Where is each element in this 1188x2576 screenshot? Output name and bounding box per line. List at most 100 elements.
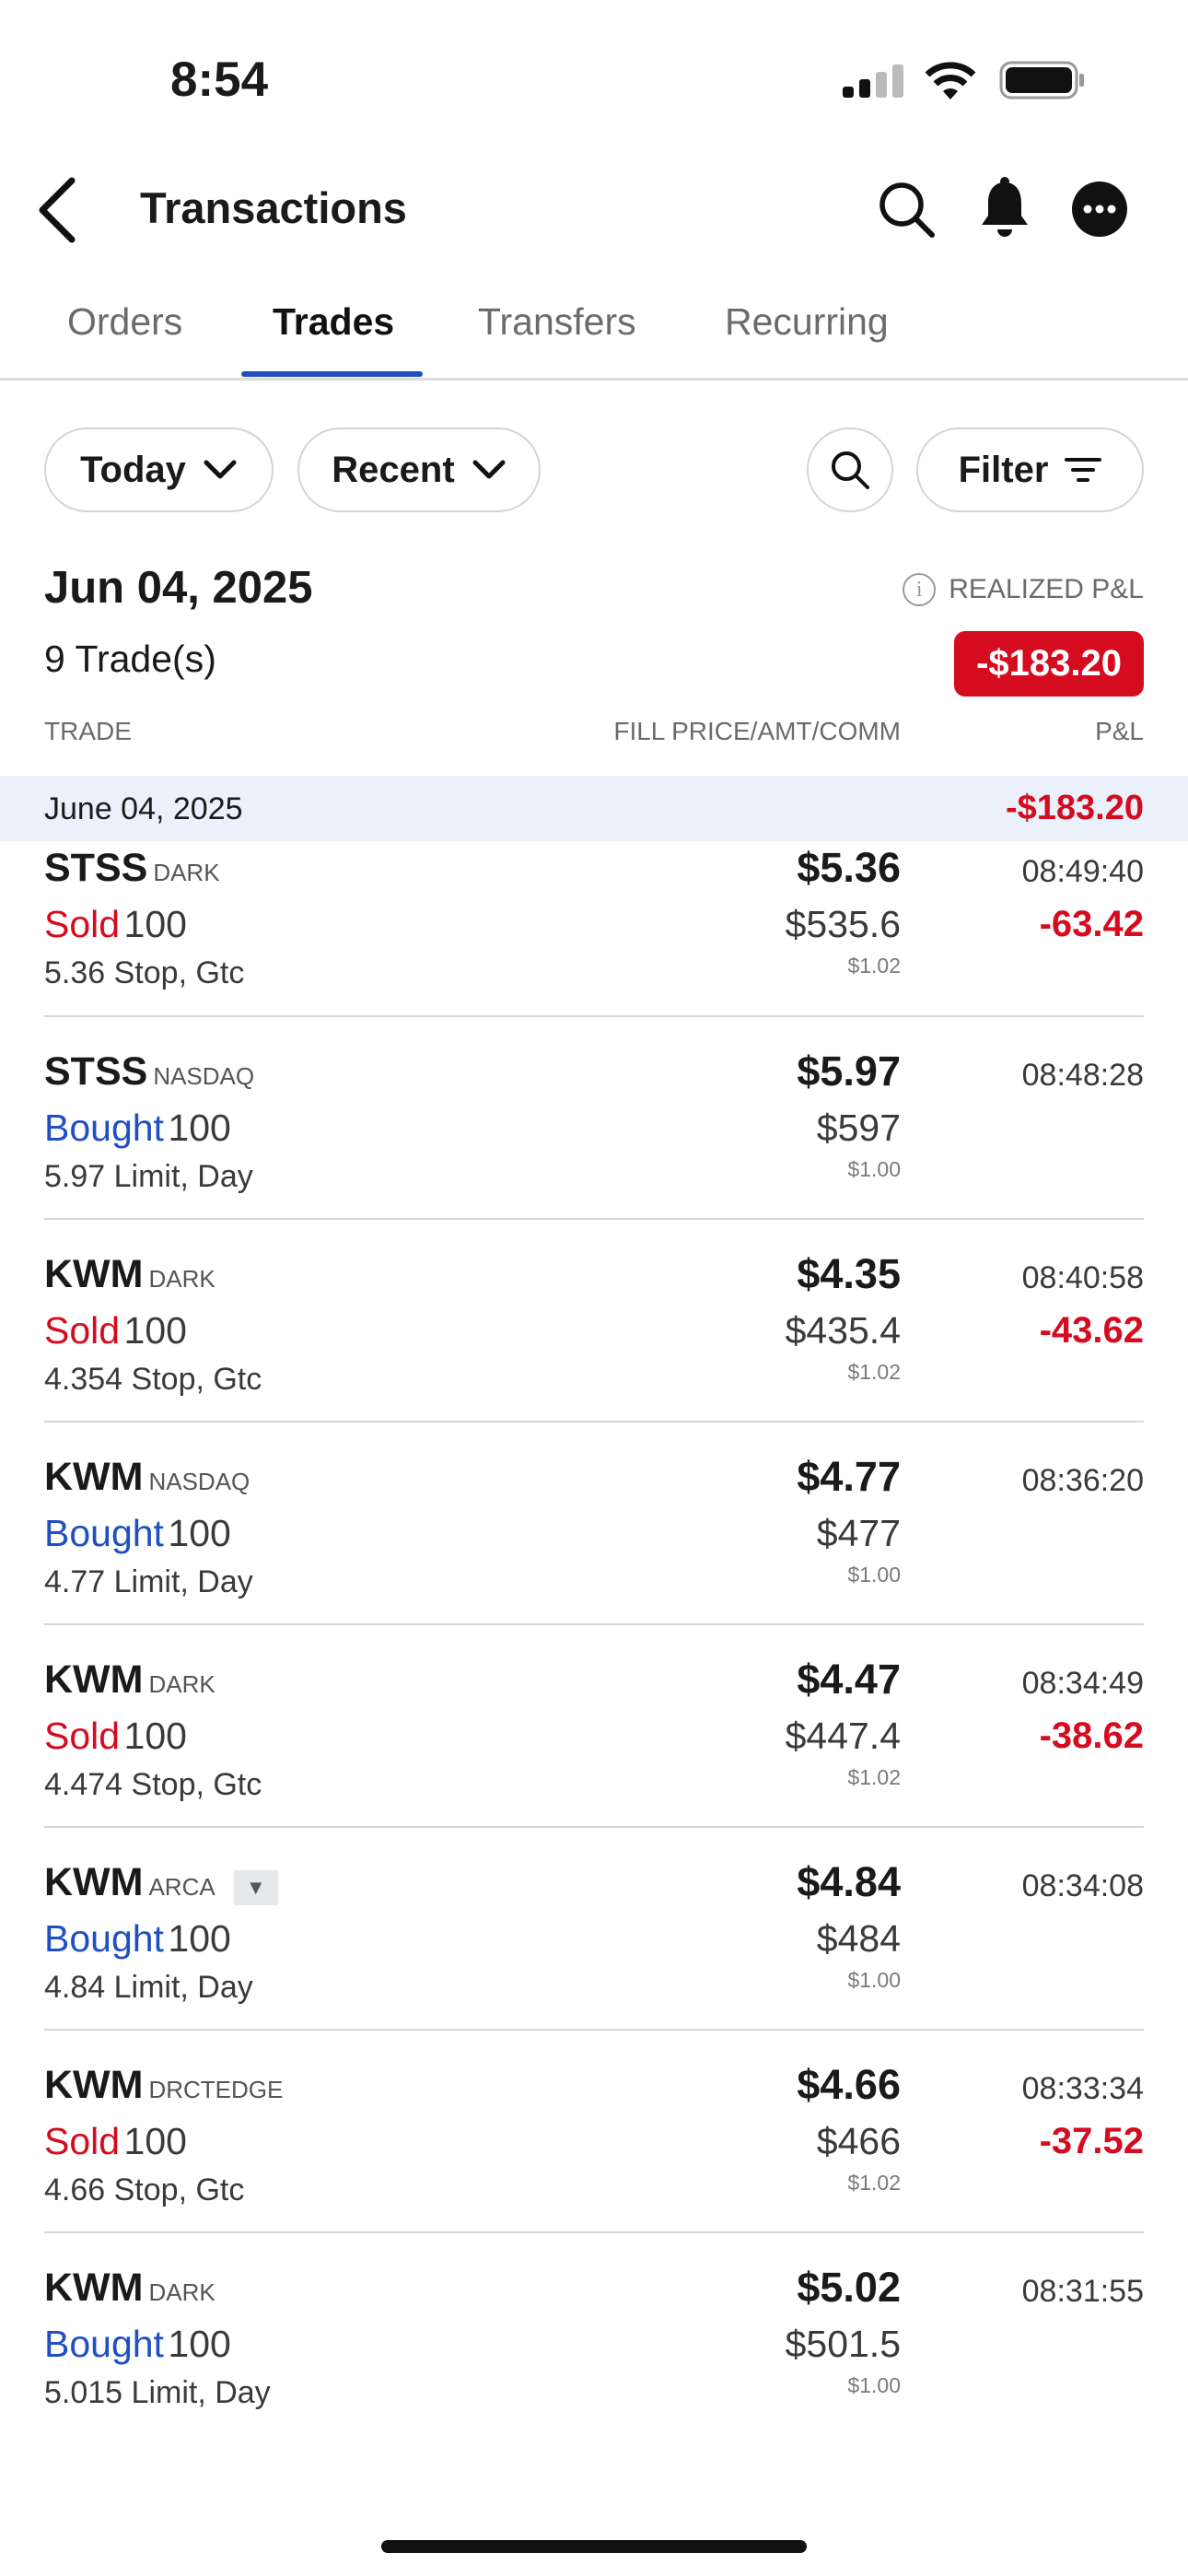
expand-caret-icon[interactable]: ▼ [233, 1869, 278, 1905]
trade-symbol-line: KWM ARCA ▼ [44, 1859, 278, 1905]
fill-amount: $597 [816, 1107, 901, 1149]
trade-side-line: Sold 100 [44, 1713, 187, 1759]
fill-amount: $535.6 [785, 903, 901, 945]
more-options-button[interactable] [1072, 181, 1127, 237]
commission: $1.00 [847, 1157, 901, 1181]
notifications-button[interactable] [978, 177, 1031, 238]
trade-time: 08:34:08 [1021, 1868, 1144, 1903]
trade-exchange: DRCTEDGE [148, 2076, 284, 2103]
order-description: 4.66 Stop, Gtc [44, 2172, 245, 2207]
fill-price: $4.77 [797, 1453, 901, 1500]
trade-pl: -37.52 [1039, 2121, 1144, 2161]
trade-time: 08:49:40 [1021, 854, 1144, 889]
trade-row[interactable]: STSS NASDAQ Bought 100 5.97 Limit, Day $5… [0, 1017, 1188, 1220]
trade-exchange: NASDAQ [148, 1468, 250, 1495]
order-description: 5.97 Limit, Day [44, 1159, 253, 1194]
trade-side-line: Bought 100 [44, 1915, 231, 1961]
trade-exchange: NASDAQ [153, 1062, 255, 1090]
trade-symbol: STSS [44, 1049, 148, 1094]
trade-exchange: DARK [148, 2278, 215, 2306]
search-button[interactable] [877, 180, 936, 239]
row-divider [44, 1015, 1144, 1017]
filter-button[interactable]: Filter [916, 427, 1144, 512]
tab-divider [0, 378, 1188, 381]
trade-exchange: DARK [148, 1670, 215, 1698]
wifi-icon [924, 61, 977, 100]
fill-amount: $435.4 [785, 1309, 901, 1352]
order-description: 4.84 Limit, Day [44, 1970, 253, 2005]
tab-trades[interactable]: Trades [273, 300, 395, 343]
trade-side-line: Bought 100 [44, 1105, 231, 1151]
order-description: 4.354 Stop, Gtc [44, 1362, 262, 1397]
sort-dropdown[interactable]: Recent [297, 427, 541, 512]
period-dropdown[interactable]: Today [44, 427, 274, 512]
group-pl: -$183.20 [1005, 789, 1144, 827]
trade-quantity: 100 [123, 1715, 187, 1757]
trade-side-line: Sold 100 [44, 2118, 187, 2164]
fill-price: $5.02 [797, 2264, 901, 2311]
trade-symbol: KWM [44, 1860, 144, 1904]
fill-price: $4.66 [797, 2061, 901, 2108]
column-header-pl: P&L [1095, 717, 1144, 745]
trade-side-line: Bought 100 [44, 1510, 231, 1556]
trade-row[interactable]: KWM DARK Sold 100 4.354 Stop, Gtc $4.35 $… [0, 1220, 1188, 1423]
fill-price: $5.97 [797, 1048, 901, 1095]
period-value: Today [80, 449, 186, 490]
trade-symbol-line: STSS DARK [44, 845, 220, 891]
summary-date: Jun 04, 2025 [44, 563, 313, 613]
trade-exchange: DARK [148, 1265, 215, 1293]
trade-quantity: 100 [168, 2323, 231, 2365]
trade-side-line: Sold 100 [44, 1307, 187, 1353]
fill-amount: $447.4 [785, 1715, 901, 1757]
trade-exchange: DARK [153, 859, 220, 886]
tab-orders[interactable]: Orders [67, 300, 183, 343]
cellular-signal-icon [843, 64, 903, 98]
trade-row[interactable]: KWM NASDAQ Bought 100 4.77 Limit, Day $4.… [0, 1423, 1188, 1625]
trade-pl: -38.62 [1039, 1715, 1144, 1756]
trade-symbol: KWM [44, 1455, 144, 1499]
trade-symbol: KWM [44, 1657, 144, 1702]
fill-amount: $477 [816, 1512, 901, 1554]
trade-side: Bought [44, 1917, 164, 1960]
home-indicator[interactable] [381, 2540, 807, 2553]
search-icon [832, 451, 869, 489]
fill-price: $4.35 [797, 1250, 901, 1297]
trade-side: Sold [44, 903, 121, 945]
search-trades-button[interactable] [807, 427, 893, 512]
trade-row[interactable]: KWM DARK Sold 100 4.474 Stop, Gtc $4.47 $… [0, 1625, 1188, 1828]
row-divider [44, 1826, 1144, 1828]
tab-transfers[interactable]: Transfers [478, 300, 636, 343]
trade-time: 08:33:34 [1021, 2071, 1144, 2106]
trade-side: Sold [44, 1715, 121, 1757]
row-divider [44, 1623, 1144, 1625]
realized-pl-badge: -$183.20 [954, 631, 1144, 697]
search-icon [879, 182, 935, 238]
trade-quantity: 100 [168, 1512, 231, 1554]
trade-row[interactable]: STSS DARK Sold 100 5.36 Stop, Gtc $5.36 $… [0, 841, 1188, 1017]
trade-time: 08:40:58 [1021, 1260, 1144, 1295]
trade-symbol: STSS [44, 846, 148, 890]
trade-row[interactable]: KWM DARK Bought 100 5.015 Limit, Day $5.0… [0, 2233, 1188, 2436]
realized-pl-label[interactable]: i REALIZED P&L [903, 573, 1144, 606]
info-icon[interactable]: i [903, 573, 937, 606]
commission: $1.02 [847, 1765, 901, 1789]
fill-amount: $484 [816, 1917, 901, 1960]
trade-side: Bought [44, 2323, 164, 2365]
sort-value: Recent [332, 449, 455, 490]
trade-count: 9 Trade(s) [44, 638, 216, 680]
row-divider [44, 1421, 1144, 1423]
bell-icon [982, 177, 1028, 237]
back-button[interactable] [33, 175, 81, 245]
tab-recurring[interactable]: Recurring [725, 300, 889, 343]
trade-row[interactable]: KWM DRCTEDGE Sold 100 4.66 Stop, Gtc $4.6… [0, 2031, 1188, 2233]
trade-symbol: KWM [44, 1252, 144, 1296]
fill-amount: $466 [816, 2120, 901, 2162]
commission: $1.00 [847, 2373, 901, 2397]
trade-quantity: 100 [168, 1107, 231, 1149]
trade-row[interactable]: KWM ARCA ▼ Bought 100 4.84 Limit, Day $4.8… [0, 1828, 1188, 2031]
trade-side: Bought [44, 1512, 164, 1554]
commission: $1.02 [847, 2171, 901, 2195]
battery-icon [999, 61, 1086, 100]
trade-pl: -43.62 [1039, 1310, 1144, 1351]
filter-lines-icon [1065, 458, 1102, 482]
